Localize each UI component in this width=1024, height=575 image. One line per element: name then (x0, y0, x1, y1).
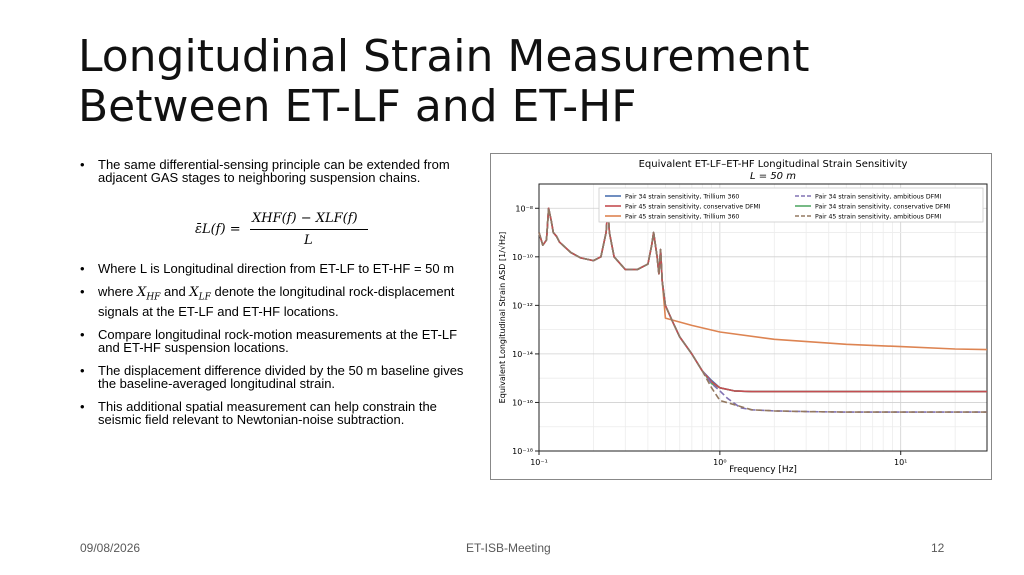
bullet-text-6: This additional spatial measurement can … (98, 398, 437, 427)
series-line-5 (538, 207, 987, 413)
chart-title: Equivalent ET-LF–ET-HF Longitudinal Stra… (639, 159, 908, 170)
bullet-list: • The same differential-sensing principl… (80, 158, 480, 426)
bullet-text-2: Where L is Longitudinal direction from E… (98, 261, 455, 276)
legend-label: Pair 34 strain sensitivity, Trillium 360 (625, 194, 739, 201)
bullet-item-1: • The same differential-sensing principl… (80, 158, 480, 184)
x-axis-label: Frequency [Hz] (729, 465, 797, 475)
footer-date: 09/08/2026 (80, 541, 141, 555)
y-axis-label: Equivalent Longitudinal Strain ASD [1/√H… (498, 232, 507, 404)
series-line-6 (538, 207, 987, 413)
bullet-item-3: • where XHF and XLF denote the longitudi… (80, 285, 480, 318)
legend-box (598, 187, 984, 223)
bullet-marker: • (80, 326, 85, 342)
legend-label: Pair 34 strain sensitivity, ambitious DF… (815, 194, 942, 201)
legend-label: Pair 34 strain sensitivity, conservative… (815, 204, 951, 211)
y-tick-label: 10⁻¹² (512, 301, 533, 310)
bullet-marker: • (80, 284, 85, 299)
bullet-text-3: denote the longitudinal rock-displacemen… (98, 284, 455, 319)
bullet-where: where (98, 284, 134, 299)
strain-sensitivity-chart: 10⁻¹ 10⁰ 10¹ 10⁻¹⁸ 10⁻¹⁶ 10⁻¹⁴ 10⁻¹² 10⁻¹⁰ 10⁻⁸ E… (490, 153, 992, 480)
strain-equation: ε̄L(f) = XHF(f) − XLF(f) L (80, 206, 480, 254)
x-tick-label: 10⁻¹ (530, 458, 548, 467)
y-tick-label: 10⁻¹⁸ (512, 447, 533, 456)
legend-label: Pair 45 strain sensitivity, conservative… (625, 204, 761, 211)
footer-meeting: ET-ISB-Meeting (466, 541, 551, 555)
chart-subtitle: L = 50 m (750, 171, 796, 182)
x-tick-label: 10⁰ (713, 458, 726, 467)
bullet-text-5: The displacement difference divided by t… (98, 362, 464, 391)
bullet-text-4: Compare longitudinal rock-motion measure… (98, 326, 458, 355)
slide-title-line1: Longitudinal Strain Measurement (78, 31, 810, 82)
y-tick-label: 10⁻¹⁰ (512, 253, 533, 262)
bullet-marker: • (80, 398, 85, 414)
bullet-item-6: • This additional spatial measurement ca… (80, 400, 480, 426)
bullet-marker: • (80, 362, 85, 378)
legend-label: Pair 45 strain sensitivity, Trillium 360 (625, 214, 739, 221)
legend-label: Pair 45 strain sensitivity, ambitious DF… (815, 214, 942, 221)
plot-area-frame (538, 183, 988, 452)
bullet-item-4: • Compare longitudinal rock-motion measu… (80, 328, 480, 354)
x-tick-label: 10¹ (894, 458, 907, 467)
symbol-x-lf: XLF (189, 285, 211, 303)
y-tick-label: 10⁻⁸ (515, 204, 533, 213)
chart-svg: 10⁻¹ 10⁰ 10¹ 10⁻¹⁸ 10⁻¹⁶ 10⁻¹⁴ 10⁻¹² 10⁻¹⁰ 10⁻⁸ E… (498, 159, 988, 475)
slide-title-line2: Between ET-LF and ET-HF (78, 81, 637, 132)
y-tick-label: 10⁻¹⁴ (512, 350, 533, 359)
bullet-marker: • (80, 261, 85, 276)
equation-lhs: ε̄L(f) = (195, 222, 241, 237)
bullet-item-5: • The displacement difference divided by… (80, 364, 480, 390)
y-tick-label: 10⁻¹⁶ (512, 398, 533, 407)
equation-numerator: XHF(f) − XLF(f) (252, 211, 358, 226)
bullet-marker: • (80, 157, 85, 172)
equation-denominator: L (304, 233, 313, 248)
fraction-bar (250, 229, 368, 230)
bullet-item-2: • Where L is Longitudinal direction from… (80, 262, 480, 275)
bullet-text-1: The same differential-sensing principle … (98, 157, 450, 185)
slide-title: Longitudinal Strain Measurement Between … (78, 32, 978, 132)
bullet-and: and (164, 284, 186, 299)
footer-page-number: 12 (931, 541, 945, 555)
symbol-x-hf: XHF (137, 285, 161, 303)
